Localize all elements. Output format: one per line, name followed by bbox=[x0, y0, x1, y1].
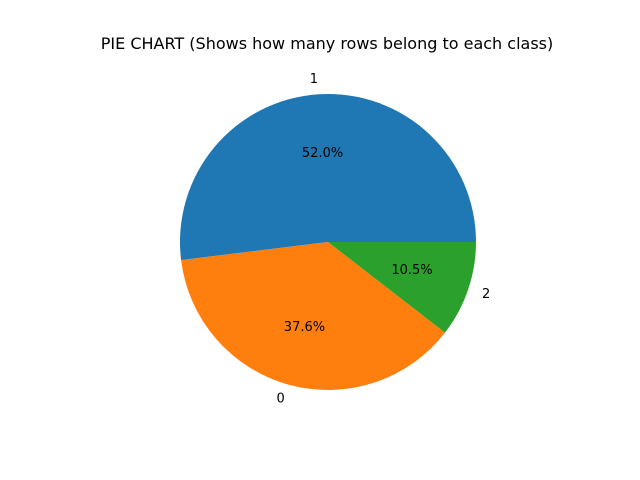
pie-labels: 1 52.0% 0 37.6% 2 10.5% bbox=[277, 72, 491, 406]
pie-slices bbox=[180, 94, 476, 391]
slice-percent-1: 52.0% bbox=[302, 146, 343, 161]
slice-label-1: 1 bbox=[310, 72, 318, 87]
pie-slice-2 bbox=[328, 242, 476, 333]
slice-percent-0: 37.6% bbox=[284, 320, 325, 335]
pie-slice-0 bbox=[181, 242, 446, 391]
slice-label-2: 2 bbox=[482, 287, 490, 302]
slice-percent-2: 10.5% bbox=[391, 263, 432, 278]
chart-title: PIE CHART (Shows how many rows belong to… bbox=[101, 34, 553, 53]
slice-label-0: 0 bbox=[277, 391, 285, 406]
pie-slice-1 bbox=[180, 94, 476, 261]
